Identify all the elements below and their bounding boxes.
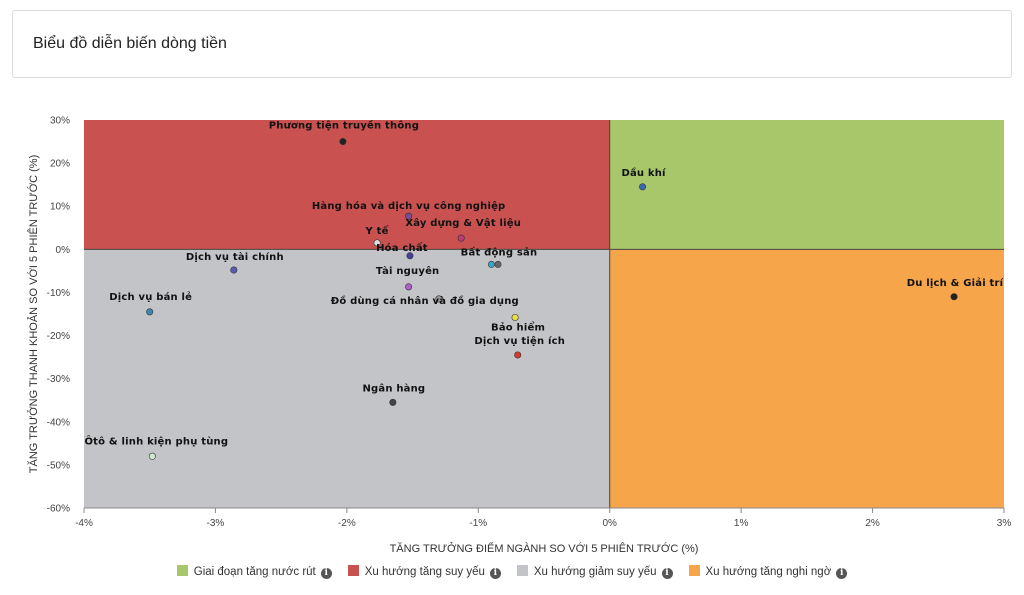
data-point bbox=[514, 351, 522, 359]
x-tick-label: -3% bbox=[207, 518, 225, 529]
legend-swatch bbox=[176, 565, 188, 576]
y-tick-label: -60% bbox=[47, 504, 70, 515]
data-point-label: Ôtô & linh kiện phụ tùng bbox=[84, 434, 228, 447]
data-point-label: Dịch vụ tài chính bbox=[186, 251, 284, 263]
data-point-label: Phương tiện truyền thông bbox=[269, 119, 419, 132]
data-point bbox=[639, 183, 647, 191]
data-point bbox=[373, 239, 381, 247]
data-point bbox=[406, 252, 414, 260]
info-icon[interactable]: i bbox=[489, 568, 501, 579]
y-tick-label: 0% bbox=[56, 245, 71, 256]
data-point bbox=[230, 266, 238, 274]
y-tick-label: 10% bbox=[50, 202, 70, 213]
y-axis-label: TĂNG TRƯỞNG THANH KHOẢN SO VỚI 5 PHIÊN T… bbox=[27, 155, 40, 473]
x-tick-label: -4% bbox=[75, 518, 93, 529]
quadrant-3 bbox=[609, 249, 1004, 509]
legend-item[interactable]: Xu hướng tăng nghi ngờ i bbox=[688, 565, 848, 579]
data-point bbox=[148, 452, 156, 460]
y-tick-label: -30% bbox=[47, 374, 70, 385]
data-point bbox=[405, 283, 413, 291]
page-title: Biểu đồ diễn biến dòng tiền bbox=[33, 35, 227, 52]
data-point bbox=[457, 234, 465, 242]
data-point-label: Đồ dùng cá nhân và đồ gia dụng bbox=[331, 294, 519, 307]
x-tick-label: 1% bbox=[734, 518, 749, 529]
legend-label: Xu hướng tăng suy yếu bbox=[364, 566, 485, 578]
data-point bbox=[511, 313, 519, 321]
info-icon[interactable]: i bbox=[836, 568, 848, 579]
data-point-label: Bảo hiểm bbox=[491, 320, 545, 333]
data-point bbox=[339, 138, 347, 146]
data-point bbox=[435, 295, 443, 303]
data-point bbox=[389, 398, 397, 406]
y-tick-label: -10% bbox=[47, 288, 70, 299]
legend-swatch bbox=[688, 565, 700, 576]
data-point-label: Du lịch & Giải trí bbox=[907, 277, 1004, 289]
quadrant-0 bbox=[609, 120, 1004, 250]
legend-item[interactable]: Xu hướng tăng suy yếu i bbox=[347, 565, 501, 579]
data-point bbox=[146, 308, 154, 316]
data-point-label: Dịch vụ tiện ích bbox=[474, 335, 565, 347]
data-point-label: Tài nguyên bbox=[376, 265, 440, 277]
y-tick-label: -40% bbox=[47, 417, 70, 428]
x-tick-label: 0% bbox=[602, 518, 617, 529]
x-tick-label: -1% bbox=[469, 518, 487, 529]
info-icon[interactable]: i bbox=[320, 568, 332, 579]
y-tick-label: 30% bbox=[50, 116, 70, 127]
x-axis-label: TĂNG TRƯỞNG ĐIỂM NGÀNH SO VỚI 5 PHIÊN TR… bbox=[390, 542, 699, 555]
data-point-label: Y tế bbox=[365, 224, 389, 237]
x-tick-label: 2% bbox=[865, 518, 880, 529]
legend-swatch bbox=[516, 565, 528, 576]
y-tick-label: -50% bbox=[47, 460, 70, 471]
data-point bbox=[494, 260, 502, 268]
x-tick-label: -2% bbox=[338, 518, 356, 529]
legend-swatch bbox=[347, 565, 359, 576]
data-point-label: Hóa chất bbox=[376, 241, 428, 254]
legend-item[interactable]: Giai đoạn tăng nước rút i bbox=[176, 565, 332, 579]
title-card: Biểu đồ diễn biến dòng tiền bbox=[12, 10, 1012, 78]
data-point-label: Hàng hóa và dịch vụ công nghiệp bbox=[312, 200, 506, 212]
legend-item[interactable]: Xu hướng giảm suy yếu i bbox=[516, 565, 673, 579]
y-tick-label: -20% bbox=[47, 331, 70, 342]
legend-label: Giai đoạn tăng nước rút bbox=[193, 566, 316, 578]
quadrant-1 bbox=[84, 120, 610, 250]
data-point-label: Xây dựng & Vật liệu bbox=[405, 217, 521, 229]
data-point-label: Dịch vụ bán lẻ bbox=[109, 291, 192, 303]
legend-label: Xu hướng giảm suy yếu bbox=[533, 566, 657, 578]
x-tick-label: 3% bbox=[997, 518, 1012, 529]
quadrant-2 bbox=[84, 249, 610, 509]
legend-label: Xu hướng tăng nghi ngờ bbox=[705, 566, 832, 578]
scatter-chart: -4% -3% -2% -1% 0% 1% 2% 3% 30% 20% 10% 0% -10% -20% -… bbox=[27, 116, 1012, 556]
chart-legend: Giai đoạn tăng nước rút i Xu hướng tăng su… bbox=[0, 565, 1024, 579]
data-point-label: Bất động sản bbox=[461, 245, 538, 258]
info-icon[interactable]: i bbox=[661, 568, 673, 579]
y-tick-label: 20% bbox=[50, 159, 70, 170]
data-point-label: Dầu khí bbox=[621, 167, 666, 179]
data-point bbox=[487, 260, 495, 268]
data-point bbox=[405, 212, 413, 220]
data-point bbox=[950, 293, 958, 301]
data-point-label: Ngân hàng bbox=[362, 382, 425, 394]
